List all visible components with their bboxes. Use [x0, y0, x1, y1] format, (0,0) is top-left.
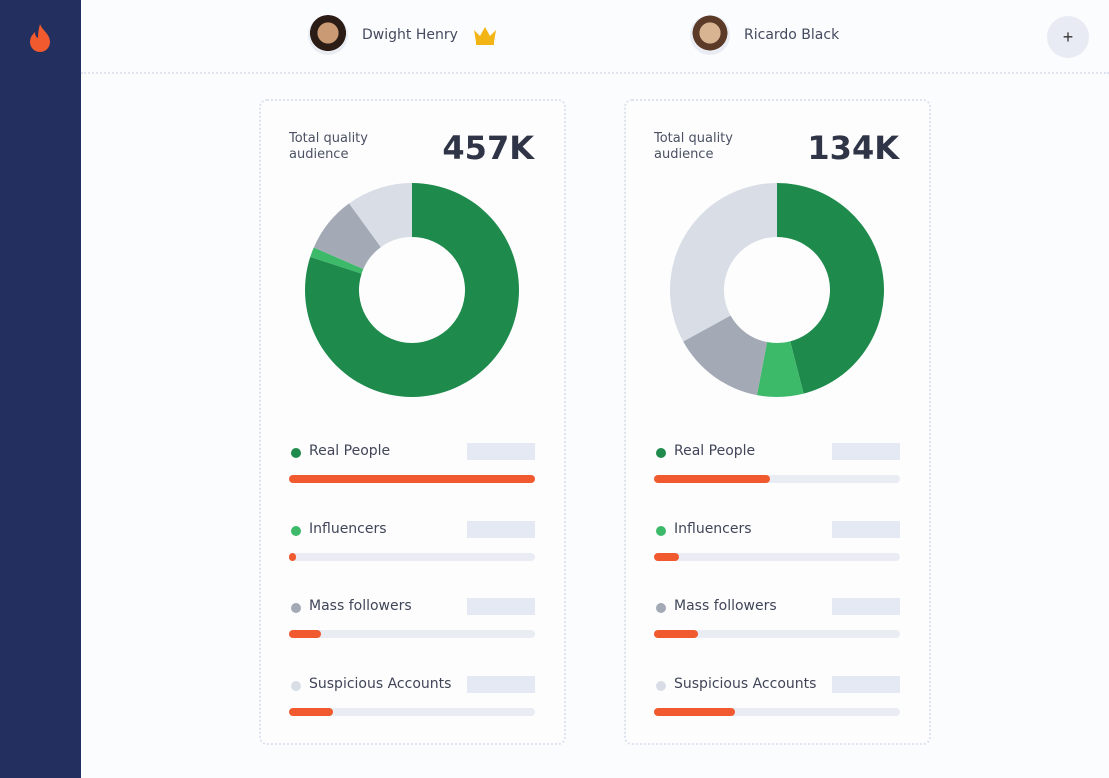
segment-label: Influencers [309, 520, 387, 537]
add-user-button[interactable]: + [1047, 16, 1089, 58]
segment-progress-bar [289, 475, 535, 483]
avatar [308, 15, 348, 55]
header: Dwight Henry Ricardo Black + [81, 0, 1109, 74]
segment-progress-bar [654, 552, 900, 561]
segment-progress-fill [654, 707, 736, 716]
audience-total: 134K [807, 129, 899, 167]
legend-dot [656, 603, 666, 613]
legend-dot [291, 525, 301, 536]
segment-row-real: Real People [289, 443, 535, 521]
segment-progress-fill [289, 552, 297, 561]
audience-total: 457K [442, 129, 534, 167]
flame-logo-icon[interactable] [26, 22, 54, 54]
crown-icon [473, 27, 496, 45]
segment-value-placeholder [832, 598, 900, 615]
sidebar [0, 0, 81, 778]
donut-slice-mass [683, 315, 768, 396]
user-ricardo-black[interactable]: Ricardo Black [690, 15, 839, 55]
segment-list: Real People Influencers Mass followers S… [289, 443, 535, 753]
segment-label: Real People [309, 443, 391, 459]
audience-card-dwight: Total quality audience 457K Real People … [259, 99, 566, 745]
legend-dot [291, 603, 301, 613]
segment-progress-fill [289, 630, 321, 638]
segment-row-mass: Mass followers [289, 598, 535, 676]
donut-slice-real [777, 183, 884, 394]
donut-slice-real [305, 183, 519, 397]
segment-value-placeholder [467, 598, 535, 615]
segment-label: Real People [674, 443, 756, 459]
segment-row-suspicious: Suspicious Accounts [654, 675, 900, 754]
segment-value-placeholder [467, 443, 535, 460]
donut-slice-influencers [310, 247, 364, 274]
donut-slice-influencers [756, 341, 804, 397]
legend-dot [656, 448, 666, 458]
segment-value-placeholder [832, 520, 900, 538]
audience-card-ricardo: Total quality audience 134K Real People … [624, 99, 931, 745]
segment-label: Mass followers [309, 598, 412, 614]
segment-progress-bar [289, 552, 535, 561]
segment-progress-bar [289, 707, 535, 716]
segment-progress-fill [654, 630, 699, 638]
segment-label: Suspicious Accounts [309, 675, 452, 692]
segment-row-real: Real People [654, 443, 900, 521]
card-title: Total quality audience [289, 131, 368, 162]
donut-slice-suspicious [670, 183, 777, 342]
segment-list: Real People Influencers Mass followers S… [654, 443, 900, 753]
segment-value-placeholder [832, 443, 900, 460]
segment-progress-fill [654, 475, 770, 483]
segment-progress-fill [654, 552, 679, 561]
audience-donut-chart [670, 183, 884, 397]
user-name: Ricardo Black [744, 27, 840, 43]
segment-row-influencers: Influencers [289, 520, 535, 599]
segment-row-influencers: Influencers [654, 520, 900, 599]
audience-donut-chart [305, 183, 519, 397]
segment-row-mass: Mass followers [654, 598, 900, 676]
donut-slice-suspicious [349, 183, 412, 248]
segment-label: Suspicious Accounts [674, 675, 817, 692]
legend-dot [291, 680, 301, 691]
segment-value-placeholder [467, 675, 535, 693]
segment-label: Mass followers [674, 598, 777, 614]
user-dwight-henry[interactable]: Dwight Henry [308, 15, 498, 55]
legend-dot [656, 680, 666, 691]
legend-dot [291, 448, 301, 458]
segment-progress-bar [654, 475, 900, 483]
segment-value-placeholder [467, 520, 535, 538]
avatar [690, 15, 730, 55]
segment-progress-bar [289, 630, 535, 638]
user-name: Dwight Henry [362, 27, 458, 43]
legend-dot [656, 525, 666, 536]
segment-row-suspicious: Suspicious Accounts [289, 675, 535, 754]
segment-value-placeholder [832, 675, 900, 693]
segment-progress-bar [654, 630, 900, 638]
segment-progress-fill [289, 707, 334, 716]
segment-progress-fill [289, 475, 535, 483]
segment-progress-bar [654, 707, 900, 716]
donut-slice-mass [313, 203, 381, 269]
card-title: Total quality audience [654, 131, 733, 162]
segment-label: Influencers [674, 520, 752, 537]
